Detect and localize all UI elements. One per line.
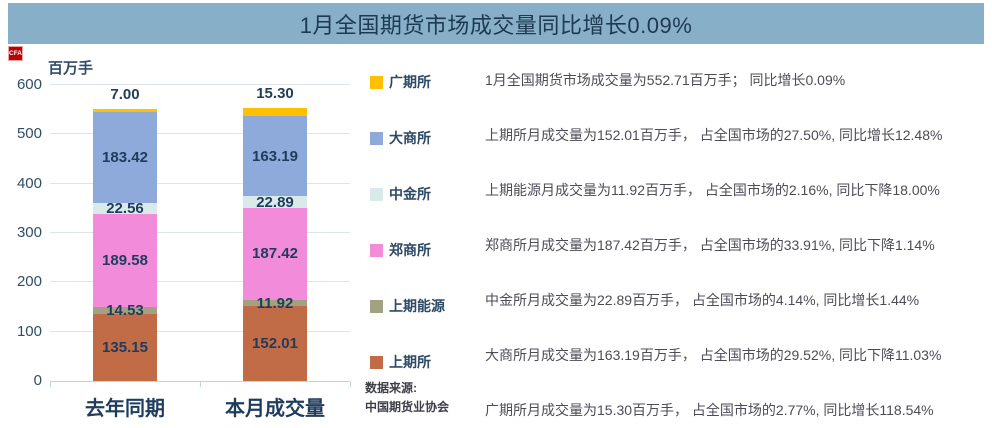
annotation-line: 1月全国期货市场成交量为552.71百万手； 同比增长0.09%	[485, 72, 846, 88]
segment-value-label: 22.56	[106, 199, 144, 217]
legend-label: 大商所	[389, 130, 431, 146]
bar-segment	[243, 108, 307, 116]
bar-segment: 22.89	[243, 193, 307, 211]
annotation-line: 上期能源月成交量为11.92百万手， 占全国市场的2.16%, 同比下降18.0…	[485, 182, 940, 198]
bar-segment: 11.92	[243, 296, 307, 311]
legend-label: 广期所	[389, 74, 431, 90]
segment-value-label: 11.92	[256, 294, 294, 312]
bar-segment	[93, 108, 157, 113]
page-title: 1月全国期货市场成交量同比增长0.09%	[299, 12, 693, 38]
legend-color-swatch	[370, 243, 383, 257]
gridline	[50, 281, 350, 283]
segment-value-label: 15.30	[256, 85, 294, 103]
stacked-bar-chart: 135.15 14.53 189.58 22.56 183.42 7.00 152.01 11…	[50, 84, 351, 387]
legend-item: 上期能源	[370, 296, 445, 316]
segment-value-label: 189.58	[102, 251, 148, 269]
gridline	[50, 133, 350, 135]
axis-tick	[200, 382, 201, 387]
gridline	[50, 330, 350, 332]
bar-segment: 14.53	[93, 303, 157, 318]
annotation-line: 广期所月成交量为15.30百万手， 占全国市场的2.77%, 同比增长118.5…	[485, 402, 934, 418]
legend-color-swatch	[370, 131, 383, 145]
segment-value-label: 135.15	[102, 339, 148, 357]
annotation-line: 中金所月成交量为22.89百万手， 占全国市场的4.14%, 同比增长1.44%	[485, 292, 920, 308]
y-tick-label: 300	[16, 224, 42, 241]
legend-color-swatch	[370, 355, 383, 369]
legend-color-swatch	[370, 299, 383, 313]
annotation-line: 郑商所月成交量为187.42百万手， 占全国市场的33.91%, 同比下降1.1…	[485, 237, 935, 253]
x-category-label: 本月成交量	[225, 398, 325, 420]
title-bar: 1月全国期货市场成交量同比增长0.09%	[8, 3, 984, 44]
bar-segment: 183.42	[93, 112, 157, 203]
y-tick-label: 100	[16, 322, 42, 340]
annotation-line: 大商所月成交量为163.19百万手， 占全国市场的29.52%, 同比下降11.…	[485, 347, 942, 363]
source-name: 中国期货业协会	[365, 400, 450, 414]
legend-color-swatch	[370, 187, 383, 201]
segment-value-label: 7.00	[110, 85, 140, 103]
y-tick-label: 0	[33, 372, 42, 389]
legend-label: 郑商所	[389, 242, 431, 258]
bar-segment: 135.15	[93, 314, 157, 381]
legend-label: 中金所	[389, 186, 431, 202]
y-tick-label: 200	[16, 273, 42, 291]
legend-item: 郑商所	[370, 240, 431, 260]
segment-value-label: 152.01	[252, 335, 298, 352]
bar-segment: 189.58	[93, 213, 157, 308]
legend-item: 上期所	[370, 352, 431, 372]
legend-item: 广期所	[370, 72, 431, 92]
segment-value-label: 163.19	[252, 147, 298, 165]
gridline	[50, 182, 350, 184]
axis-tick	[350, 382, 351, 387]
segment-value-label: 183.42	[102, 148, 148, 166]
segment-value-label: 22.89	[256, 193, 294, 211]
y-tick-label: 400	[16, 174, 42, 192]
legend-item: 中金所	[370, 184, 431, 204]
gridline	[50, 84, 350, 85]
gridline	[50, 232, 350, 233]
legend-label: 上期能源	[389, 298, 445, 314]
annotation-line: 上期所月成交量为152.01百万手， 占全国市场的27.50%, 同比增长12.…	[485, 127, 943, 143]
bar-segment: 22.56	[93, 199, 157, 217]
bar-segment: 152.01	[243, 306, 307, 381]
legend-item: 大商所	[370, 128, 431, 148]
legend-color-swatch	[370, 75, 383, 89]
bar-segment: 163.19	[243, 115, 307, 197]
source-label: 数据来源:	[365, 381, 417, 395]
legend-label: 上期所	[389, 354, 431, 370]
bar-segment: 187.42	[243, 207, 307, 301]
x-category-label: 去年同期	[85, 398, 165, 420]
axis-tick	[50, 382, 51, 387]
y-tick-label: 500	[16, 125, 42, 143]
cfa-logo-icon: CFA	[8, 46, 23, 61]
y-axis-unit-label: 百万手	[48, 60, 94, 77]
segment-value-label: 14.53	[106, 302, 144, 320]
y-tick-label: 600	[16, 76, 42, 93]
segment-value-label: 187.42	[252, 245, 298, 263]
